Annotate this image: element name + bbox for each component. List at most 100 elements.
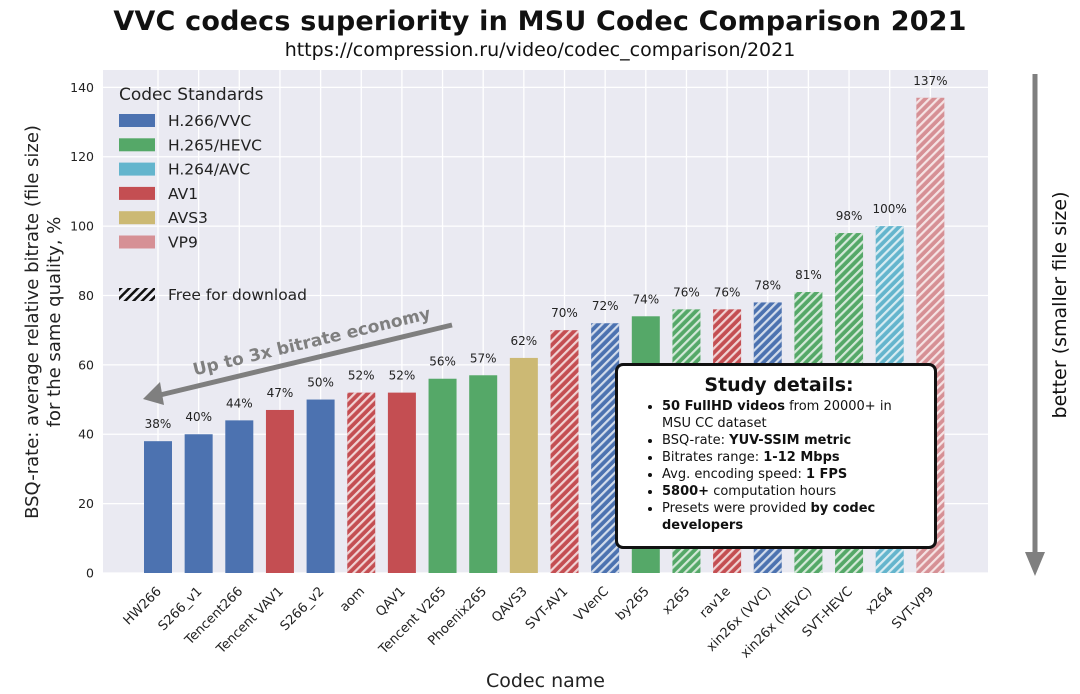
detail-bold-text: 5800+ <box>662 484 710 499</box>
bar-value-label: 74% <box>632 292 659 306</box>
y-tick-label: 0 <box>86 566 94 581</box>
bar-value-label: 38% <box>145 417 172 431</box>
bar-value-label: 62% <box>511 334 538 348</box>
legend-item-label: H.265/HEVC <box>168 136 262 154</box>
bar-value-label: 57% <box>470 351 497 365</box>
bar-hatch <box>591 323 620 573</box>
detail-text: computation hours <box>709 484 837 499</box>
bar-value-label: 100% <box>873 202 907 216</box>
better-arrow-head <box>1025 552 1045 576</box>
study-details-list: 50 FullHD videos from 20000+ in MSU CC d… <box>634 398 924 534</box>
study-detail-item: Bitrates range: 1-12 Mbps <box>662 449 924 466</box>
bar-value-label: 70% <box>551 306 578 320</box>
bar-hatch <box>550 330 579 573</box>
study-detail-item: 50 FullHD videos from 20000+ in MSU CC d… <box>662 398 924 432</box>
y-tick-label: 140 <box>70 80 94 95</box>
x-tick-label: rav1e <box>697 584 734 621</box>
bar-value-label: 52% <box>348 369 375 383</box>
economy-arrow-line <box>159 322 453 398</box>
x-tick-label: VVenC <box>572 584 612 624</box>
detail-bold-text: 1 FPS <box>805 467 848 482</box>
detail-text: BSQ-rate: <box>662 433 730 448</box>
detail-bold-text: 50 FullHD videos <box>662 399 785 414</box>
x-tick-label: QAV1 <box>373 584 409 620</box>
bar <box>184 434 213 573</box>
bar <box>428 378 457 573</box>
y-axis-label: BSQ-rate: average relative bitrate (file… <box>22 125 65 519</box>
bar-value-label: 137% <box>913 74 947 88</box>
bar <box>144 441 172 573</box>
study-detail-item: 5800+ computation hours <box>662 483 924 500</box>
bar-value-label: 50% <box>307 376 334 390</box>
legend: Codec Standards H.266/VVC H.265/HEVC H.264/… <box>119 85 307 304</box>
bar-value-label: 52% <box>389 369 416 383</box>
value-labels: 38% 40% 44% 47% 50% 52% 52% 56% 57% 62% 70% 72% 74% 7… <box>145 74 948 431</box>
detail-text: Bitrates range: <box>662 450 764 465</box>
x-tick-label: aom <box>337 584 368 615</box>
y-axis-label-line2: for the same quality, % <box>44 217 65 428</box>
bar-value-label: 56% <box>429 355 456 369</box>
legend-swatch <box>119 114 155 127</box>
legend-swatch <box>119 138 155 152</box>
better-annotation: better (smaller file size) <box>1049 192 1071 419</box>
detail-bold-text: 1-12 Mbps <box>763 450 840 465</box>
bar-value-label: 40% <box>185 410 212 424</box>
study-detail-item: Avg. encoding speed: 1 FPS <box>662 466 924 483</box>
bar <box>265 409 294 573</box>
detail-bold-text: by codec developers <box>662 501 876 533</box>
chart-title: VVC codecs superiority in MSU Codec Comp… <box>113 6 967 37</box>
legend-swatch <box>119 186 155 200</box>
legend-swatch <box>119 235 155 249</box>
bar-value-label: 72% <box>592 299 619 313</box>
study-detail-item: Presets were provided by codec developer… <box>662 500 924 534</box>
legend-swatch <box>119 211 155 225</box>
chart-subtitle: https://compression.ru/video/codec_compa… <box>284 39 796 61</box>
bar <box>387 392 416 573</box>
y-tick-label: 20 <box>78 496 94 511</box>
bar <box>225 420 254 573</box>
bar <box>469 375 498 573</box>
y-tick-label: 120 <box>70 149 94 164</box>
detail-bold-text: YUV-SSIM metric <box>729 433 852 448</box>
legend-item-label: H.264/AVC <box>168 161 250 179</box>
bar-value-label: 81% <box>795 268 822 282</box>
study-details-box: Study details: 50 FullHD videos from 200… <box>615 363 937 549</box>
bar-hatch <box>347 392 376 573</box>
study-details-title: Study details: <box>704 374 854 396</box>
legend-title: Codec Standards <box>119 85 264 105</box>
study-detail-item: BSQ-rate: YUV-SSIM metric <box>662 432 924 449</box>
detail-text: from 20000+ in MSU CC dataset <box>662 399 892 431</box>
x-tick-label: xin26x (HEVC) <box>738 584 815 661</box>
detail-text: Presets were provided <box>662 501 811 516</box>
y-tick-label: 60 <box>78 357 94 372</box>
legend-hatch-swatch <box>119 288 155 301</box>
economy-arrow-head <box>143 382 164 405</box>
bar-value-label: 76% <box>714 285 741 299</box>
x-tick-label: by265 <box>613 584 652 623</box>
y-tick-label: 100 <box>70 219 94 234</box>
detail-text: Avg. encoding speed: <box>662 467 806 482</box>
x-tick-label: SVT-AV1 <box>523 584 571 632</box>
bar-value-label: 44% <box>226 396 253 410</box>
y-tick-label: 40 <box>78 427 94 442</box>
legend-swatch <box>119 162 155 176</box>
bar <box>306 399 335 573</box>
legend-hatch-label: Free for download <box>168 286 307 304</box>
x-tick-label: x264 <box>863 584 897 618</box>
bar-value-label: 78% <box>754 278 781 292</box>
x-tick-label: x265 <box>660 584 694 618</box>
legend-item-label: AV1 <box>168 185 198 203</box>
y-tick-label: 80 <box>78 288 94 303</box>
legend-item-label: H.266/VVC <box>168 112 251 130</box>
bar <box>509 357 538 573</box>
bar-value-label: 76% <box>673 285 700 299</box>
legend-item-label: VP9 <box>168 234 198 252</box>
legend-item-label: AVS3 <box>168 209 208 227</box>
bar-value-label: 47% <box>267 386 294 400</box>
x-axis-label: Codec name <box>486 670 605 692</box>
x-tick-label: SVT-VP9 <box>889 584 937 632</box>
x-tick-label: S266_v2 <box>278 584 328 634</box>
bar-value-label: 98% <box>836 209 863 223</box>
